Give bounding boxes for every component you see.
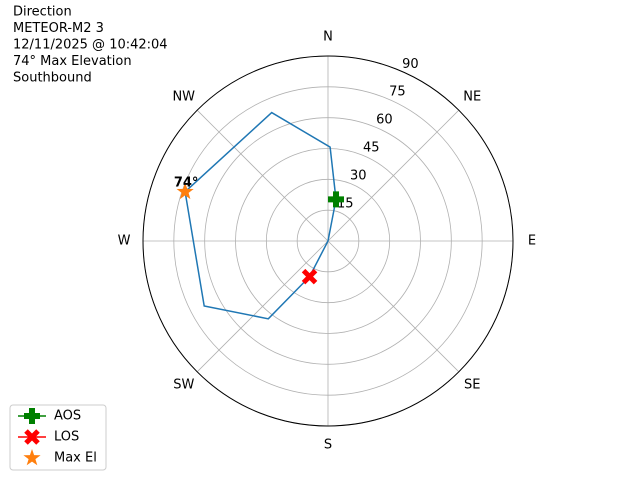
outer-frame bbox=[142, 55, 514, 427]
r-tick-label: 75 bbox=[389, 85, 406, 100]
theta-tick-label: N bbox=[323, 30, 333, 45]
theta-tick-label: SE bbox=[464, 378, 480, 393]
r-tick-label: 60 bbox=[376, 113, 393, 128]
grid-spoke bbox=[196, 109, 329, 242]
title-line: Southbound bbox=[13, 71, 92, 86]
title-line: METEOR-M2 3 bbox=[13, 21, 104, 36]
marker-x bbox=[301, 268, 318, 285]
theta-tick-label: E bbox=[528, 234, 536, 249]
r-tick-label: 30 bbox=[350, 169, 367, 184]
theta-tick-label: W bbox=[118, 234, 131, 249]
r-tick-label: 45 bbox=[363, 141, 380, 156]
marker-star bbox=[23, 449, 41, 466]
grid-spoke bbox=[327, 109, 460, 242]
legend: AOS LOS Max El bbox=[9, 404, 107, 471]
marker-plus bbox=[328, 191, 345, 208]
legend-label: AOS bbox=[54, 409, 81, 424]
theta-tick-label: SW bbox=[173, 378, 194, 393]
legend-label: LOS bbox=[54, 430, 79, 445]
marker-star bbox=[176, 182, 194, 200]
grid-spoke bbox=[196, 240, 329, 373]
track-line bbox=[184, 111, 337, 320]
title-line: 74° Max Elevation bbox=[13, 54, 132, 69]
title-line: Direction bbox=[13, 5, 72, 20]
annotation: 74° bbox=[174, 175, 199, 190]
r-tick-label: 90 bbox=[402, 57, 419, 72]
marker-x bbox=[24, 429, 40, 445]
grid-spoke bbox=[327, 240, 460, 373]
theta-tick-label: NE bbox=[463, 89, 481, 104]
theta-tick-label: S bbox=[324, 438, 332, 453]
marker-plus bbox=[24, 408, 40, 424]
title-line: 12/11/2025 @ 10:42:04 bbox=[13, 38, 168, 53]
theta-tick-label: NW bbox=[172, 89, 195, 104]
legend-label: Max El bbox=[54, 451, 97, 466]
